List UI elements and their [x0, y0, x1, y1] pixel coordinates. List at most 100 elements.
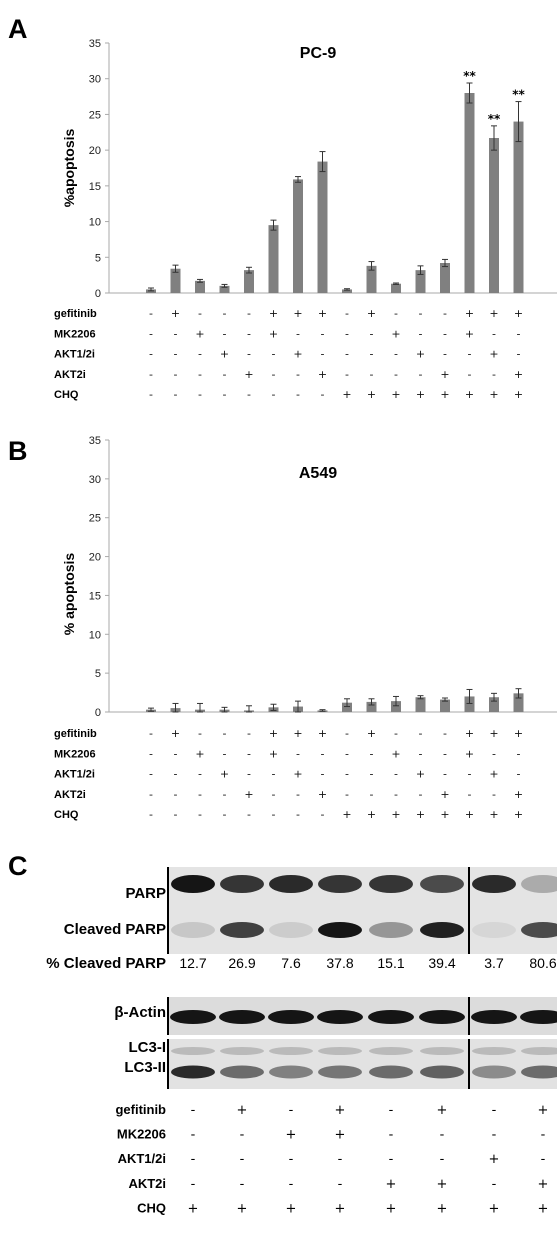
- wb-condition-sign: -: [541, 1152, 546, 1167]
- wb-condition-sign: -: [191, 1103, 196, 1118]
- bar: [440, 263, 450, 293]
- condition-sign: -: [419, 327, 423, 340]
- wb-condition-sign: +: [286, 1128, 297, 1143]
- condition-sign: -: [296, 368, 300, 381]
- condition-sign: -: [174, 368, 178, 381]
- parp-label: PARP: [125, 885, 166, 902]
- condition-sign: +: [489, 727, 498, 740]
- condition-sign: -: [321, 327, 325, 340]
- condition-sign: -: [223, 747, 227, 760]
- bar: [464, 93, 475, 293]
- condition-sign: +: [489, 808, 498, 821]
- condition-sign: +: [514, 368, 523, 381]
- actin-band: [471, 1010, 517, 1024]
- condition-sign: +: [171, 307, 180, 320]
- lc3-ii-label: LC3-II: [124, 1059, 166, 1076]
- bar: [366, 701, 377, 712]
- condition-sign: -: [394, 348, 398, 361]
- lc3-ii-band: [171, 1065, 215, 1079]
- condition-sign: -: [419, 307, 423, 320]
- condition-sign: -: [198, 808, 202, 821]
- parp-band: [220, 875, 264, 893]
- lc3-i-band: [269, 1047, 313, 1055]
- panel-c-letter: C: [8, 851, 28, 881]
- condition-sign: -: [272, 348, 276, 361]
- condition-sign: +: [489, 348, 498, 361]
- condition-sign: +: [342, 808, 351, 821]
- condition-sign: -: [492, 327, 496, 340]
- condition-sign: -: [247, 768, 251, 781]
- condition-sign: +: [367, 307, 376, 320]
- y-tick-label: 35: [89, 435, 101, 447]
- condition-sign: +: [269, 747, 278, 760]
- parp-band: [369, 875, 413, 893]
- cleaved-parp-band: [220, 922, 264, 938]
- condition-sign: +: [269, 327, 278, 340]
- panel-a-y-axis-label: %apoptosis: [61, 129, 77, 208]
- condition-sign: -: [174, 768, 178, 781]
- y-tick-label: 5: [95, 252, 101, 264]
- condition-sign: -: [296, 388, 300, 401]
- lc3-ii-band: [472, 1065, 516, 1079]
- pct-cleaved-parp-values: 12.7 26.9 7.6 37.8 15.1 39.4 3.7 80.6: [179, 955, 556, 971]
- panel-a-bars: ** ** **: [146, 69, 525, 293]
- condition-sign: -: [198, 368, 202, 381]
- condition-sign: -: [149, 348, 153, 361]
- condition-sign: -: [272, 768, 276, 781]
- panel-b-condition-table: gefitinib - + - - - + + + - + - - - + + + MK2206 - - + - - + - - -…: [54, 727, 523, 821]
- condition-label-akt2i: AKT2i: [54, 789, 86, 801]
- cleaved-parp-label: Cleaved PARP: [64, 921, 166, 938]
- cleaved-parp-band: [318, 922, 362, 938]
- condition-sign: +: [220, 768, 229, 781]
- condition-sign: +: [293, 348, 302, 361]
- condition-sign: -: [443, 327, 447, 340]
- wb-condition-sign: +: [437, 1177, 448, 1192]
- condition-sign: -: [149, 307, 153, 320]
- wb-condition-sign: -: [389, 1152, 394, 1167]
- parp-band: [521, 875, 557, 893]
- condition-sign: +: [293, 727, 302, 740]
- condition-sign: +: [489, 768, 498, 781]
- condition-sign: -: [419, 727, 423, 740]
- pct-cleaved-parp-value: 39.4: [428, 955, 455, 971]
- parp-band: [420, 875, 464, 893]
- lc3-i-band: [318, 1047, 362, 1055]
- condition-sign: -: [272, 808, 276, 821]
- condition-sign: +: [269, 307, 278, 320]
- wb-condition-sign: -: [338, 1177, 343, 1192]
- condition-sign: -: [149, 768, 153, 781]
- lc3-i-label: LC3-I: [129, 1039, 167, 1056]
- condition-sign: +: [465, 307, 474, 320]
- condition-sign: -: [296, 327, 300, 340]
- condition-sign: -: [198, 727, 202, 740]
- wb-condition-sign: -: [338, 1152, 343, 1167]
- condition-sign: -: [223, 727, 227, 740]
- wb-condition-label-mk2206: MK2206: [117, 1127, 166, 1142]
- panel-b-axes: 0 5 10 15 20 25 30 35: [89, 435, 557, 719]
- actin-band: [219, 1010, 265, 1024]
- wb-condition-sign: +: [335, 1103, 346, 1118]
- condition-sign: +: [318, 307, 327, 320]
- condition-sign: +: [367, 808, 376, 821]
- condition-sign: -: [247, 327, 251, 340]
- wb-condition-sign: +: [237, 1103, 248, 1118]
- bar: [366, 265, 377, 293]
- panel-a-condition-table: gefitinib - + - - - + + + - + - - - + + + MK2206 - - + - - + - - -…: [54, 307, 523, 401]
- condition-sign: +: [514, 788, 523, 801]
- lc3-ii-band: [420, 1065, 464, 1079]
- y-tick-label: 15: [89, 590, 101, 602]
- condition-sign: +: [489, 307, 498, 320]
- condition-sign: -: [345, 348, 349, 361]
- wb-condition-sign: -: [191, 1128, 196, 1143]
- condition-sign: -: [443, 768, 447, 781]
- condition-sign: +: [416, 388, 425, 401]
- condition-sign: -: [198, 348, 202, 361]
- condition-sign: -: [468, 368, 472, 381]
- wb-condition-sign: +: [489, 1201, 500, 1216]
- condition-sign: +: [342, 388, 351, 401]
- condition-sign: -: [370, 788, 374, 801]
- pct-cleaved-parp-value: 15.1: [377, 955, 404, 971]
- lc3-ii-band: [369, 1065, 413, 1079]
- panel-a-title: PC-9: [300, 45, 337, 62]
- bar: [440, 699, 450, 712]
